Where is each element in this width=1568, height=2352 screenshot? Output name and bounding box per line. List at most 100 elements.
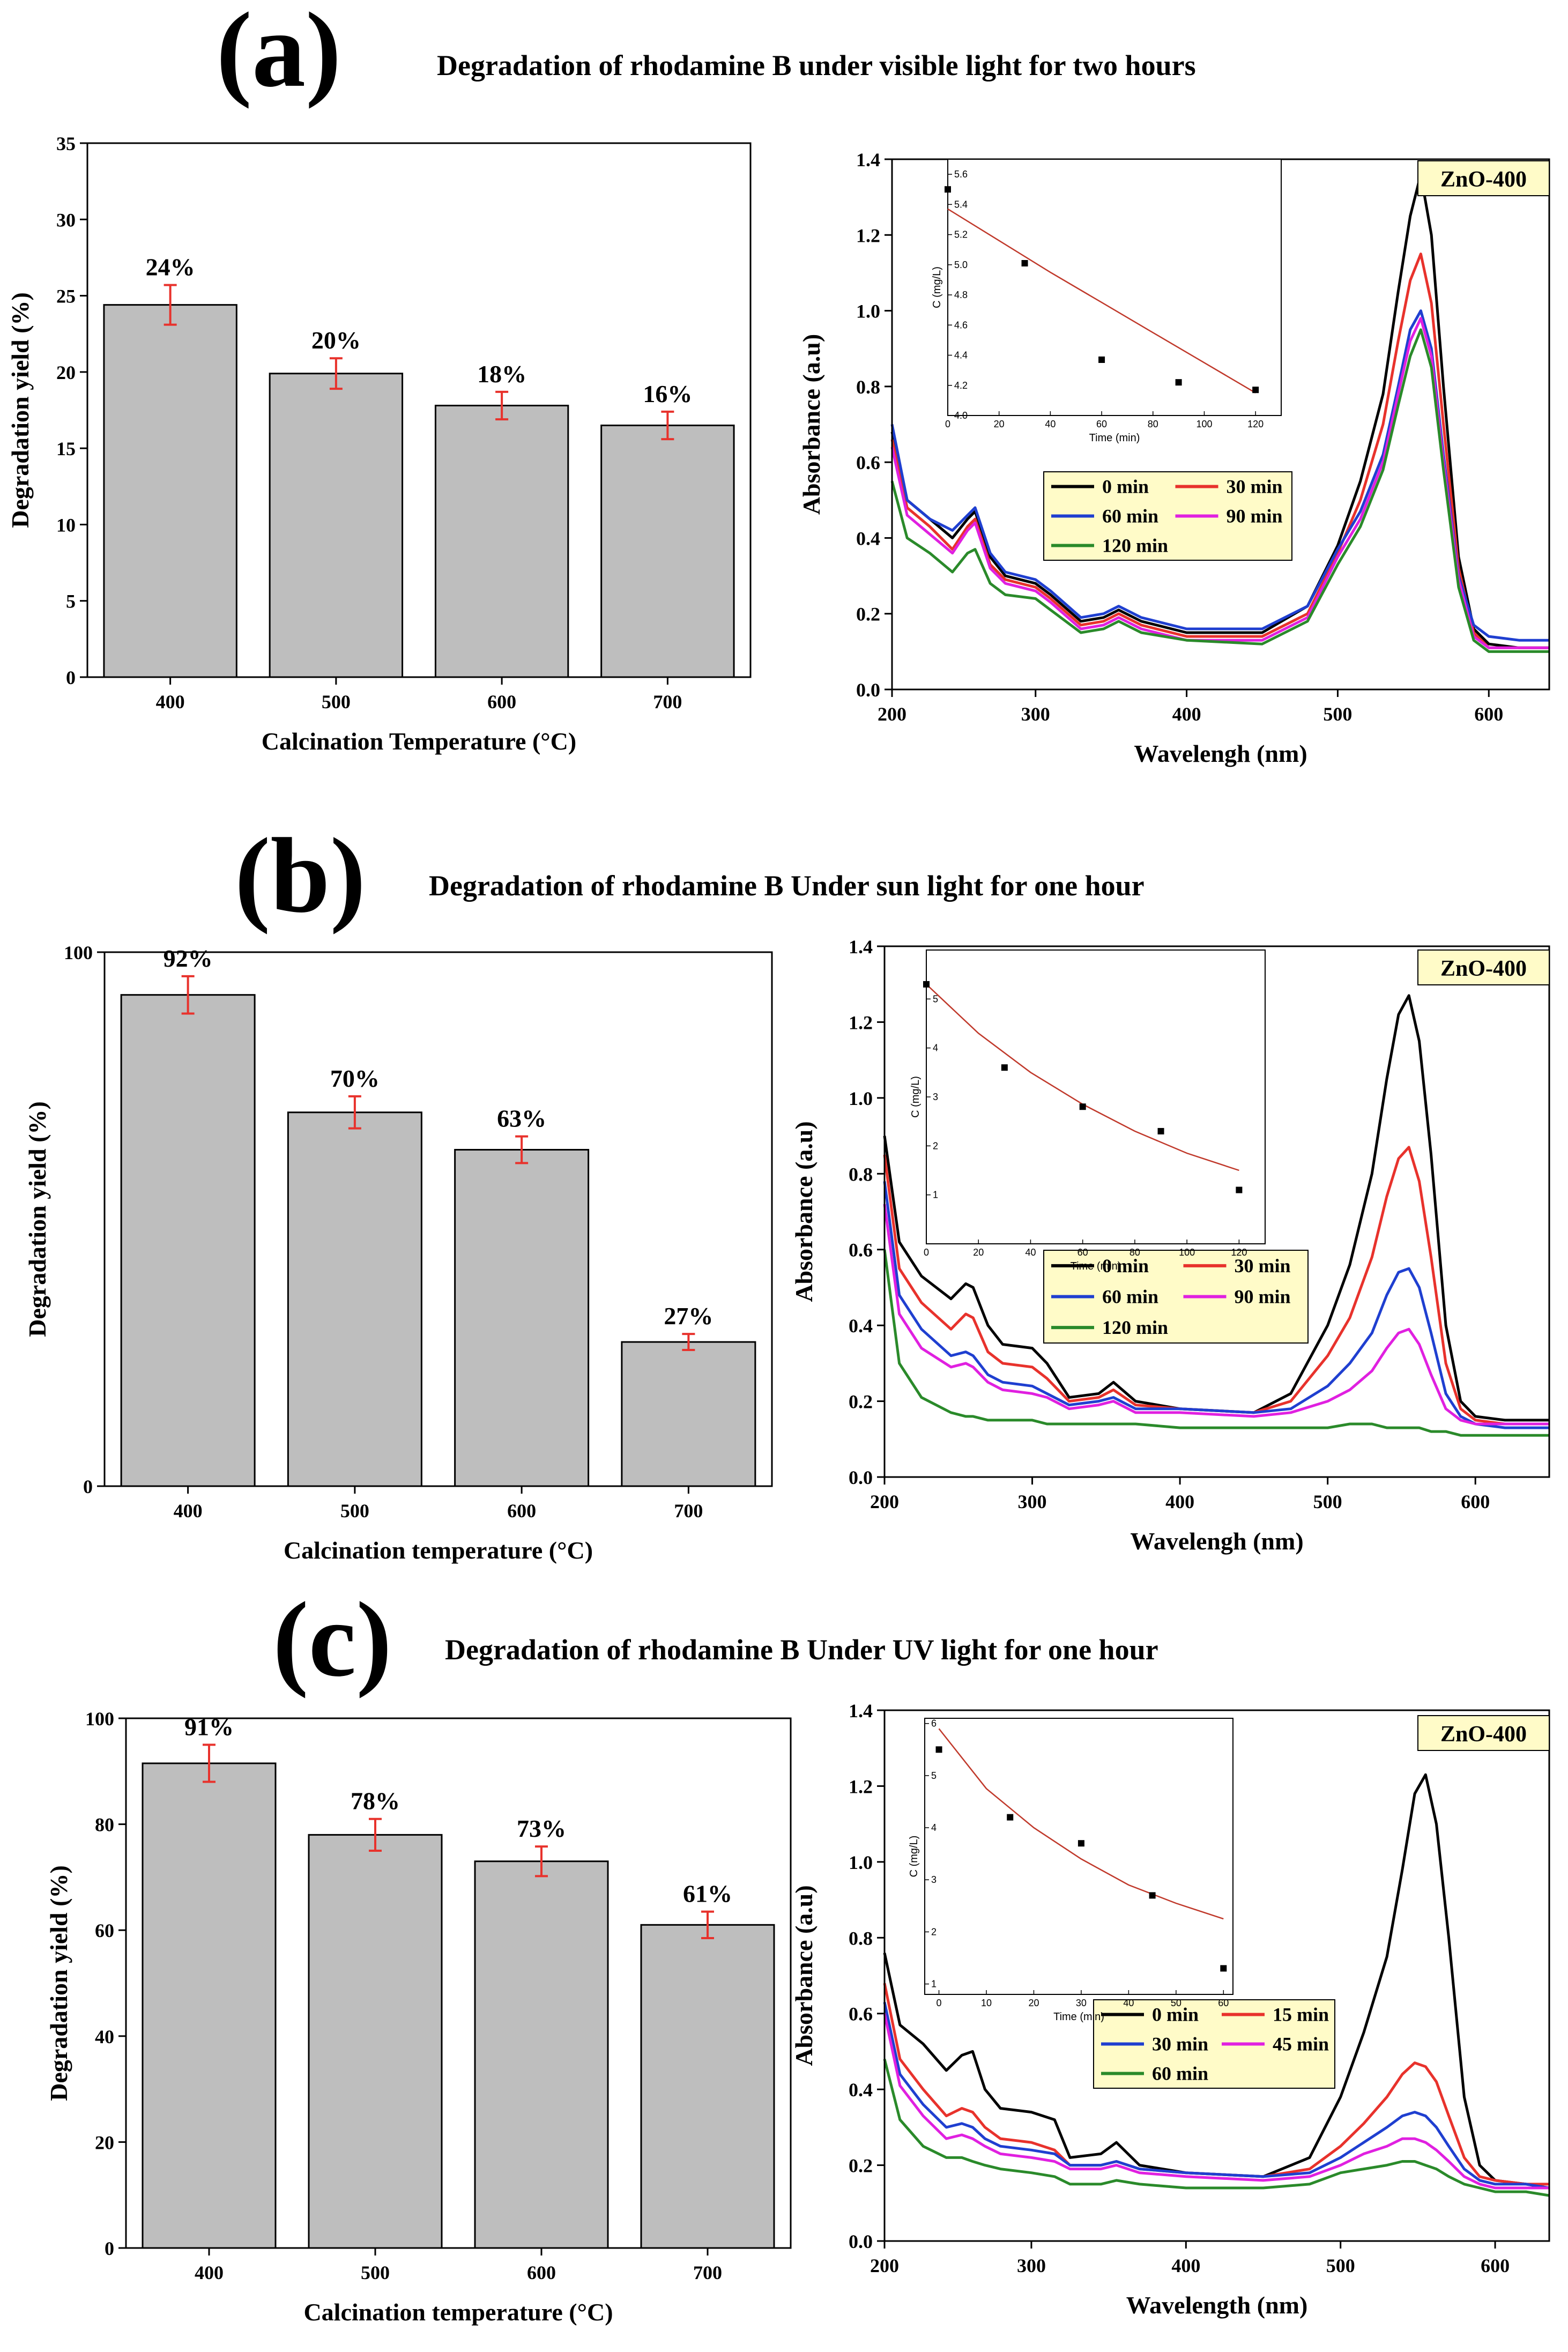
- inset-point: [935, 1746, 942, 1753]
- series-line-4: [883, 1249, 1549, 1437]
- x-tick-label: 600: [527, 2262, 556, 2283]
- y-axis-label: Absorbance (a.u): [790, 1121, 818, 1302]
- data-label: 16%: [643, 380, 692, 407]
- inset-fit-line: [947, 208, 1256, 394]
- y-tick-label: 0.0: [856, 679, 880, 701]
- inset-point: [923, 981, 930, 988]
- y-tick-label: 1.2: [849, 1012, 873, 1033]
- y-tick-label: 0.8: [856, 376, 880, 398]
- inset-x-tick-label: 40: [1025, 1247, 1036, 1258]
- inset-point: [1098, 356, 1105, 363]
- y-tick-label: 0.0: [849, 2231, 873, 2252]
- inset-point: [1236, 1186, 1243, 1193]
- x-tick-label: 400: [1171, 2255, 1200, 2276]
- inset-y-tick-label: 5: [933, 993, 938, 1004]
- inset-x-tick-label: 100: [1196, 419, 1212, 429]
- inset-x-tick-label: 10: [981, 1998, 992, 2008]
- inset-y-tick-label: 3: [933, 1092, 938, 1102]
- inset-frame: [924, 1718, 1233, 1995]
- y-tick-label: 0.2: [849, 2155, 873, 2177]
- inset-point: [1157, 1127, 1164, 1134]
- y-axis-label: Absorbance (a.u): [790, 1885, 818, 2066]
- inset-x-tick-label: 30: [1076, 1998, 1087, 2008]
- bar: [621, 1341, 756, 1487]
- legend-entry: 120 min: [1102, 535, 1168, 557]
- inset-x-tick-label: 40: [1123, 1998, 1134, 2008]
- inset-y-tick-label: 5.4: [954, 199, 968, 210]
- inset-y-tick-label: 1: [931, 1979, 937, 1990]
- y-tick-label: 0.2: [849, 1391, 873, 1413]
- inset-point: [1007, 1814, 1014, 1821]
- x-axis-label: Wavelengh (nm): [1134, 740, 1307, 767]
- sample-tag-box: [1417, 160, 1550, 196]
- bar: [103, 304, 237, 678]
- sample-tag: ZnO-400: [1440, 1722, 1527, 1747]
- bar-chart-frame: [125, 1717, 792, 2249]
- bar: [120, 994, 256, 1487]
- inset-y-tick-label: 3: [931, 1874, 937, 1885]
- inset-x-tick-label: 60: [1096, 419, 1107, 429]
- x-tick-label: 200: [870, 1491, 899, 1512]
- inset-chart: 1 2 3 4 5 0 20 40 60 80 100 120 Time (min) C (mg/L): [910, 949, 1266, 1272]
- x-tick-label: 600: [1474, 703, 1503, 725]
- inset-x-tick-label: 0: [937, 1998, 942, 2008]
- inset-x-tick-label: 80: [1129, 1247, 1140, 1258]
- legend-entry: 90 min: [1227, 506, 1283, 527]
- legend-entry: 0 min: [1102, 476, 1149, 498]
- sample-tag-box: [1417, 949, 1550, 985]
- y-tick-label: 5: [66, 591, 76, 612]
- inset-point: [1175, 379, 1182, 386]
- y-tick-label: 1.2: [849, 1776, 873, 1797]
- y-tick-label: 30: [56, 209, 76, 231]
- inset-x-label: Time (min): [1089, 432, 1140, 444]
- legend-entry: 0 min: [1152, 2004, 1199, 2025]
- inset-y-tick-label: 4.0: [954, 410, 968, 421]
- bar-chart: 0 100 92% 400 70% 500 63% 600 27% 700 Calcination …: [24, 942, 773, 1564]
- inset-point: [1149, 1892, 1156, 1899]
- x-tick-label: 400: [1165, 1491, 1194, 1512]
- y-tick-label: 0.4: [849, 1315, 873, 1337]
- inset-y-tick-label: 5.0: [954, 259, 968, 270]
- data-label: 27%: [664, 1302, 713, 1330]
- bar-chart: 0 5 10 15 20 25 30 35 24% 400 20% 500 18% 600 16% 700 Ca…: [6, 133, 752, 755]
- series-line-3: [883, 2013, 1549, 2190]
- legend-entry: 90 min: [1235, 1286, 1291, 1308]
- inset-x-tick-label: 120: [1247, 419, 1264, 429]
- legend-entry: 30 min: [1227, 476, 1283, 498]
- data-label: 92%: [164, 945, 213, 972]
- inset-x-tick-label: 80: [1148, 419, 1158, 429]
- bar-chart-frame: [86, 142, 752, 678]
- y-tick-label: 0: [66, 667, 76, 688]
- inset-x-tick-label: 0: [945, 419, 950, 429]
- inset-point: [1021, 260, 1028, 267]
- sample-tag-box: [1417, 1715, 1550, 1751]
- panel-letter: (b): [235, 817, 366, 935]
- y-tick-label: 0.6: [849, 1240, 873, 1261]
- series-line-4: [883, 2058, 1550, 2197]
- y-tick-label: 60: [95, 1920, 114, 1941]
- inset-x-tick-label: 100: [1179, 1247, 1195, 1258]
- panel-a: (a) Degradation of rhodamine B under visi…: [6, 0, 1550, 767]
- inset-point: [1252, 387, 1259, 394]
- data-label: 20%: [311, 327, 361, 354]
- x-tick-label: 400: [174, 1500, 203, 1522]
- panel-b: (b) Degradation of rhodamine B Under sun …: [24, 817, 1550, 1564]
- inset-y-tick-label: 5: [931, 1770, 937, 1781]
- x-tick-label: 300: [1018, 1491, 1047, 1512]
- x-tick-label: 500: [1326, 2255, 1355, 2276]
- data-label: 73%: [517, 1815, 566, 1842]
- series-line-4: [890, 328, 1549, 653]
- inset-chart: 4.0 4.2 4.4 4.6 4.8 5.0 5.2 5.4 5.6 0 20 40 60 80 100 1…: [931, 159, 1282, 444]
- inset-x-tick-label: 40: [1045, 419, 1056, 429]
- bar: [454, 1149, 590, 1487]
- y-axis-label: Degradation yield (%): [24, 1101, 51, 1337]
- panel-letter: (c): [273, 1581, 392, 1699]
- y-tick-label: 20: [56, 362, 76, 383]
- x-axis-label: Calcination temperature (°C): [284, 1537, 593, 1564]
- bar: [269, 373, 404, 678]
- x-tick-label: 300: [1017, 2255, 1046, 2276]
- x-tick-label: 300: [1021, 703, 1050, 725]
- inset-x-tick-label: 0: [924, 1247, 929, 1258]
